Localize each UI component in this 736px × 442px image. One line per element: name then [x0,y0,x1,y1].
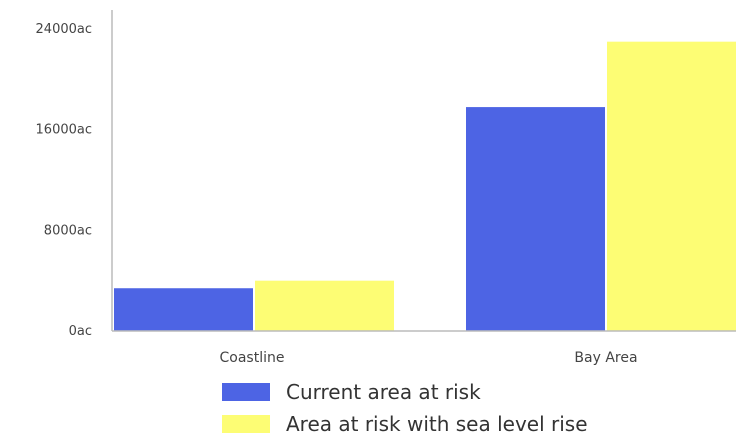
legend-swatch-sea-level-rise [222,415,270,433]
legend-label-sea-level-rise: Area at risk with sea level rise [286,412,588,436]
bar-bay-area-series-1 [607,41,736,332]
legend-item-sea-level-rise: Area at risk with sea level rise [222,410,588,438]
legend-swatch-current [222,383,270,401]
y-tick-label-2: 16000ac [36,123,92,138]
bar-coastline-series-1 [255,280,394,331]
legend: Current area at risk Area at risk with s… [222,378,588,442]
bar-coastline-series-0 [114,288,253,331]
x-category-label-bay-area: Bay Area [574,350,637,366]
x-category-label-coastline: Coastline [220,350,285,366]
y-tick-label-0: 0ac [69,324,92,339]
legend-label-current: Current area at risk [286,380,481,404]
y-tick-label-1: 8000ac [44,223,92,238]
y-tick-label-3: 24000ac [36,22,92,37]
bar-chart: 0ac 8000ac 16000ac 24000ac Coastline Bay Are… [36,10,736,366]
bar-bay-area-series-0 [466,107,605,331]
legend-item-current: Current area at risk [222,378,588,406]
y-axis-ticks: 0ac 8000ac 16000ac 24000ac [36,22,92,339]
bars [114,41,736,332]
x-axis-labels: Coastline Bay Area [220,350,638,366]
